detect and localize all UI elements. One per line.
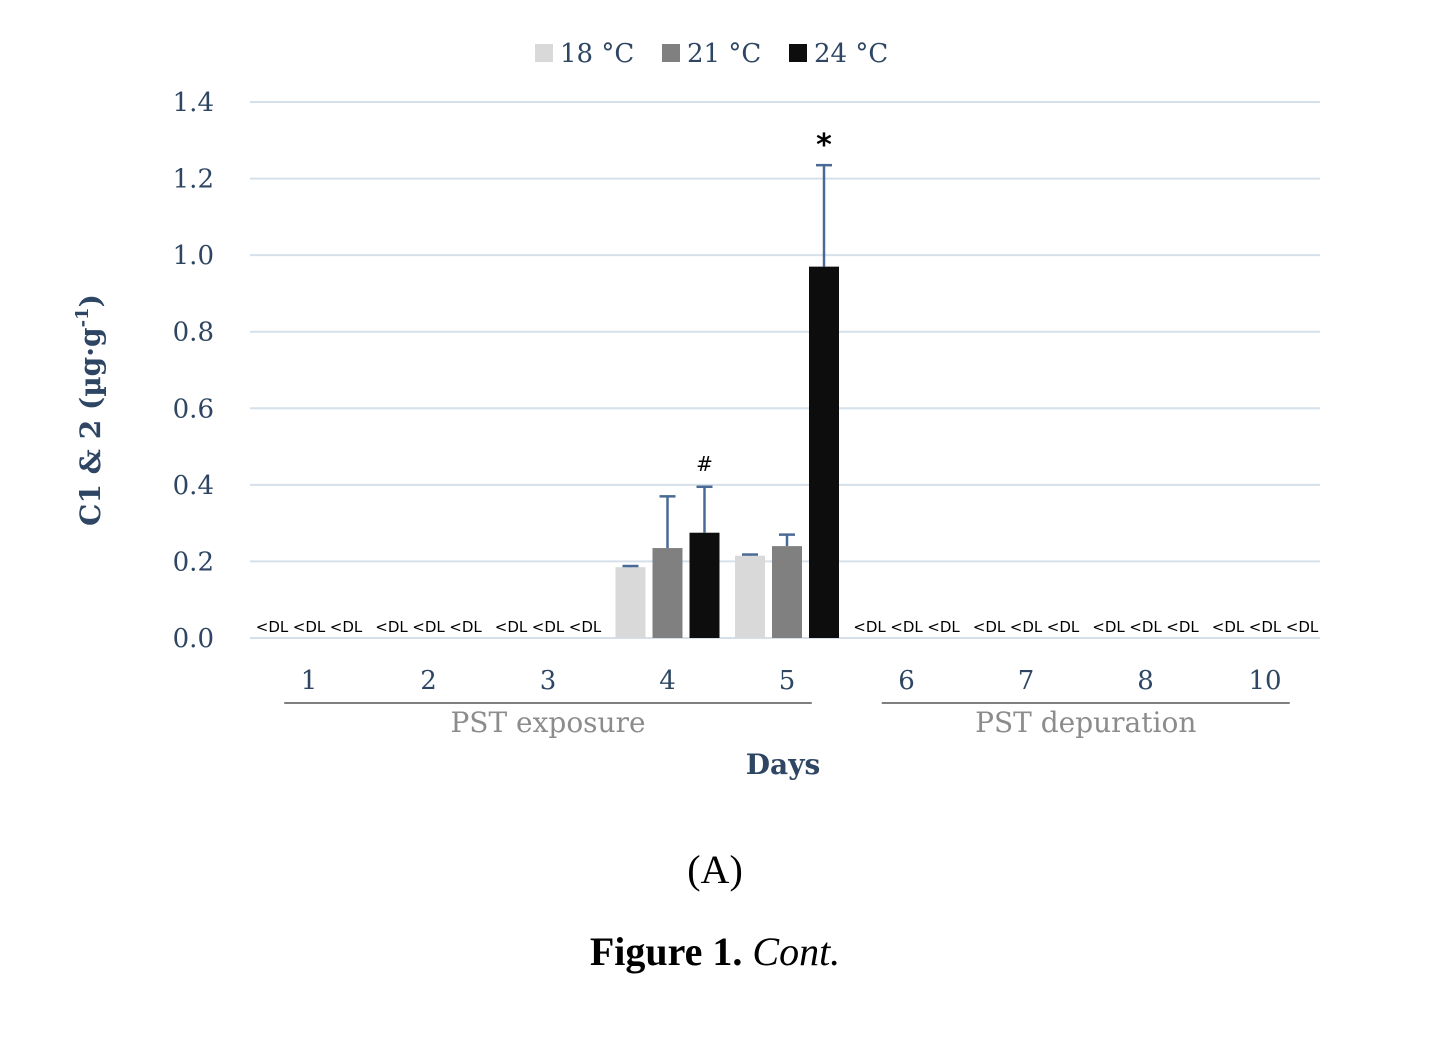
x-tick-label: 7 [1018,666,1035,696]
chart: 18 °C 21 °C 24 °C 0.0 0.2 0.4 0.6 0.8 1.0 1.2 1.4… [72,39,1320,781]
dl-label: <DL [973,618,1006,636]
dl-label: <DL [449,618,482,636]
legend: 18 °C 21 °C 24 °C [535,39,888,69]
group-label: PST depuration [975,706,1196,739]
legend-swatch [662,44,680,62]
bar [735,555,765,638]
group-labels: PST exposure PST depuration [284,702,1290,739]
annotations: #* [696,128,832,476]
figure-cont: Cont. [752,929,841,974]
dl-label: <DL [330,618,363,636]
bar [689,532,720,638]
legend-label: 18 °C [560,39,634,69]
x-tick-label: 2 [420,666,437,696]
dl-label: <DL [293,618,326,636]
dl-label: <DL [1212,618,1245,636]
bars [615,266,839,638]
bar [809,266,839,638]
y-tick-label: 1.0 [173,241,214,271]
group-label: PST exposure [450,706,645,739]
dl-label: <DL [375,618,408,636]
y-tick-label: 0.2 [173,547,214,577]
annotation: # [696,452,713,476]
dl-label: <DL [853,618,886,636]
x-tick-label: 3 [540,666,557,696]
dl-label: <DL [1249,618,1282,636]
dl-label: <DL [495,618,528,636]
x-tick-label: 1 [301,666,318,696]
legend-label: 21 °C [687,39,761,69]
y-axis-label-close: ) [74,294,107,307]
y-tick-label: 1.2 [173,165,214,195]
dl-label: <DL [412,618,445,636]
dl-label: <DL [890,618,923,636]
legend-swatch [789,44,807,62]
bar [652,548,683,638]
y-tick-label: 1.4 [173,88,214,118]
dl-label: <DL [927,618,960,636]
y-tick-labels: 0.0 0.2 0.4 0.6 0.8 1.0 1.2 1.4 [173,88,214,654]
legend-swatch [535,44,553,62]
error-bars [622,163,832,568]
dl-label: <DL [1010,618,1043,636]
y-axis-label: C1 & 2 (µg·g-1) [72,294,107,526]
y-tick-label: 0.8 [173,318,214,348]
dl-label: <DL [1286,618,1319,636]
y-tick-label: 0.4 [173,471,214,501]
dl-label: <DL [256,618,289,636]
dl-label: <DL [1092,618,1125,636]
panel-caption: (A) [687,847,743,892]
dl-label: <DL [1166,618,1199,636]
x-tick-label: 5 [779,666,796,696]
bar [772,546,802,638]
dl-label: <DL [1129,618,1162,636]
x-tick-label: 8 [1137,666,1154,696]
dl-label: <DL [569,618,602,636]
x-tick-labels: 1 2 3 4 5 6 7 8 10 [301,666,1282,696]
bar [615,567,646,638]
x-tick-label: 6 [898,666,915,696]
legend-label: 24 °C [814,39,888,69]
x-tick-label: 10 [1248,666,1281,696]
figure-caption: Figure 1. Cont. [0,928,1430,975]
dl-labels: <DL <DL <DL <DL <DL <DL <DL <DL <DL <DL <DL <DL <DL <… [256,618,1319,636]
x-tick-label: 4 [659,666,676,696]
dl-label: <DL [1047,618,1080,636]
annotation: * [816,128,832,163]
y-axis-label-sup: -1 [72,307,93,327]
x-axis-label: Days [746,748,820,781]
y-tick-label: 0.0 [173,624,214,654]
figure-label: Figure 1. [589,929,743,974]
gridlines [250,101,1320,639]
y-tick-label: 0.6 [173,394,214,424]
dl-label: <DL [532,618,565,636]
y-axis-label-main: C1 & 2 (µg·g [74,327,107,525]
